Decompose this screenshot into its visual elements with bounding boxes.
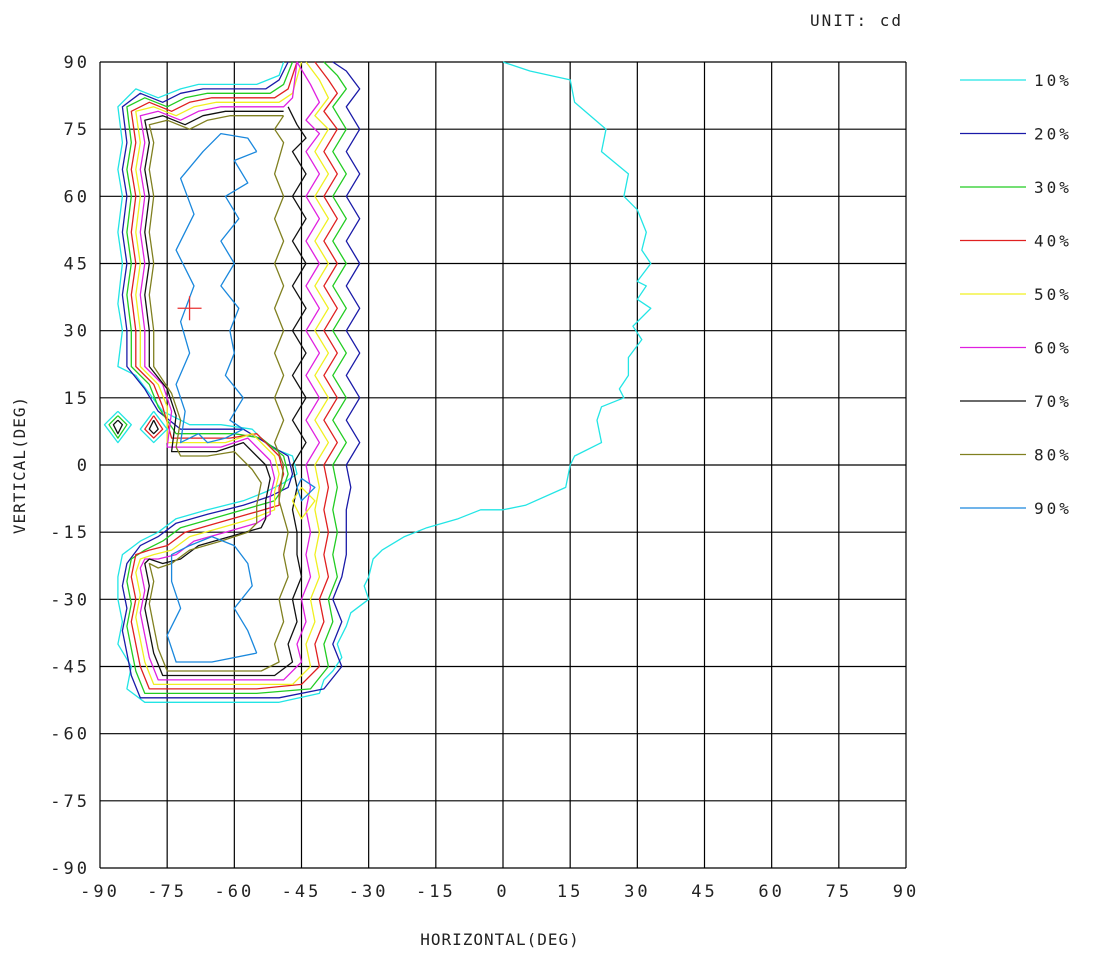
- contour-90pct: [175, 132, 258, 444]
- legend-label: 60%: [1034, 339, 1072, 358]
- x-tick-label: 30: [624, 882, 650, 902]
- x-tick-label: -30: [349, 882, 389, 902]
- contour-70pct: [148, 419, 159, 435]
- contour-50pct: [135, 61, 330, 686]
- grid: [99, 61, 907, 869]
- y-tick-label: 90: [64, 53, 90, 73]
- contour-90pct: [166, 535, 258, 663]
- contour-70pct: [144, 106, 307, 677]
- contour-70pct: [112, 419, 124, 435]
- y-tick-label: -45: [50, 658, 90, 678]
- contour-40pct: [130, 61, 338, 690]
- contour-10pct: [139, 410, 168, 444]
- legend-label: 40%: [1034, 232, 1072, 251]
- legend-label: 80%: [1034, 446, 1072, 465]
- unit-label: UNIT: cd: [810, 11, 903, 30]
- x-tick-label: 0: [496, 882, 509, 902]
- contour-10pct: [117, 61, 652, 703]
- y-tick-label: 0: [77, 456, 90, 476]
- y-tick-label: 30: [64, 322, 90, 342]
- x-tick-label: 90: [893, 882, 919, 902]
- contour-30pct: [126, 61, 347, 695]
- contour-20pct: [121, 61, 361, 699]
- x-tick-label: 15: [557, 882, 583, 902]
- contour-40pct: [144, 415, 164, 439]
- contour-50pct: [291, 486, 316, 520]
- y-tick-label: -30: [50, 590, 90, 610]
- contour-60pct: [139, 61, 321, 681]
- x-tick-label: -60: [214, 882, 254, 902]
- y-tick-label: -60: [50, 725, 90, 745]
- x-tick-label: -75: [147, 882, 187, 902]
- tick-labels: -90 -75 -60 -45 -30 -15 0 15 30 45 60 75 90 90 75 60 45 3…: [50, 53, 919, 902]
- legend-label: 90%: [1034, 499, 1072, 518]
- y-axis-label: VERTICAL(DEG): [10, 396, 29, 534]
- x-tick-label: 45: [691, 882, 717, 902]
- y-tick-label: -75: [50, 792, 90, 812]
- contour-90pct: [296, 477, 316, 502]
- legend-label: 10%: [1034, 71, 1072, 90]
- legend-label: 70%: [1034, 392, 1072, 411]
- y-tick-label: -90: [50, 859, 90, 879]
- legend-label: 50%: [1034, 285, 1072, 304]
- legend: 10% 20% 30% 40% 50% 60% 70% 80% 90%: [960, 71, 1072, 518]
- y-tick-label: 60: [64, 187, 90, 207]
- y-tick-label: 75: [64, 120, 90, 140]
- x-tick-label: -45: [282, 882, 322, 902]
- x-tick-label: 60: [758, 882, 784, 902]
- y-tick-label: 15: [64, 389, 90, 409]
- x-tick-label: -15: [416, 882, 456, 902]
- contour-80pct: [148, 115, 289, 672]
- contour-10pct: [103, 410, 132, 444]
- legend-label: 30%: [1034, 178, 1072, 197]
- x-tick-label: -90: [80, 882, 120, 902]
- x-tick-label: 75: [826, 882, 852, 902]
- x-axis-label: HORIZONTAL(DEG): [420, 930, 580, 949]
- legend-label: 20%: [1034, 125, 1072, 144]
- contour-lines: [103, 61, 652, 703]
- contour-30pct: [108, 415, 128, 439]
- y-tick-label: -15: [50, 523, 90, 543]
- y-tick-label: 45: [64, 255, 90, 275]
